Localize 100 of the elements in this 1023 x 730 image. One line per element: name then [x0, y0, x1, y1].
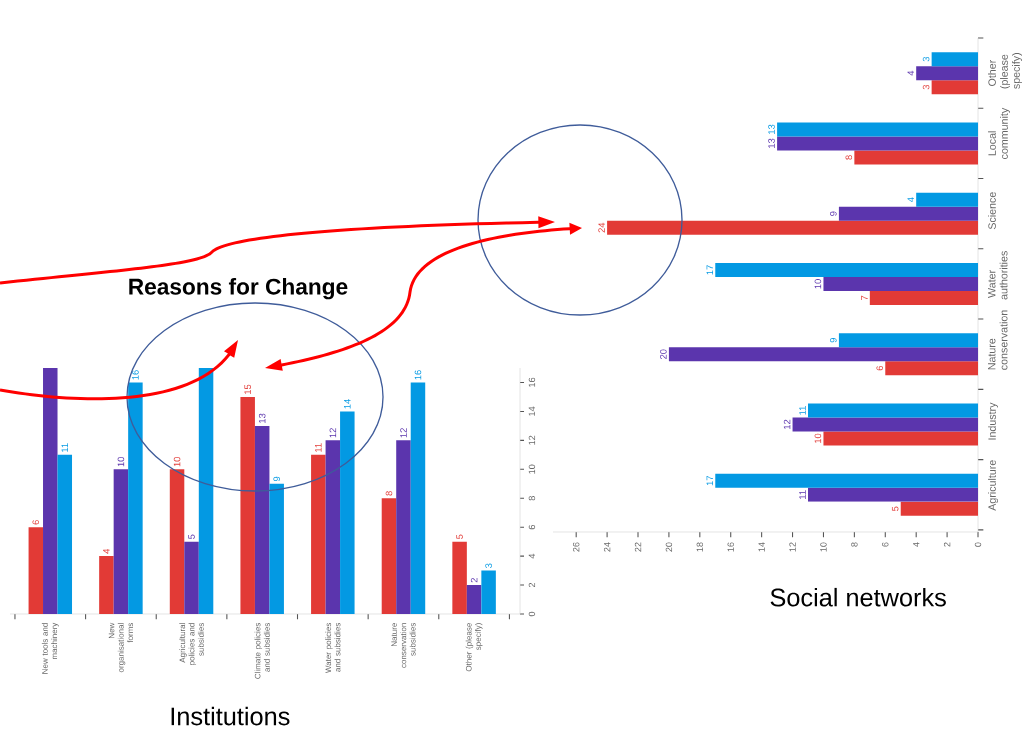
data-label: 17 — [706, 476, 714, 486]
data-label: 10 — [117, 457, 125, 467]
x-tick-label: 12 — [789, 542, 796, 552]
data-label: 13 — [768, 138, 775, 148]
y-tick-label: 12 — [528, 435, 536, 445]
bar — [325, 440, 341, 614]
data-label: 5 — [188, 534, 195, 539]
bar — [715, 473, 978, 488]
x-tick-label: 26 — [572, 542, 580, 552]
x-tick-label: Nature conservation subsidies — [391, 622, 416, 668]
data-label: 9 — [830, 338, 837, 343]
y-tick-label: 16 — [528, 377, 536, 387]
data-label: 10 — [814, 279, 822, 289]
bar — [452, 541, 467, 614]
data-label: 6 — [32, 520, 40, 525]
bar — [43, 368, 58, 614]
data-label: 4 — [907, 197, 914, 203]
bar — [169, 469, 185, 614]
data-label: 10 — [814, 433, 822, 443]
data-label: 16 — [414, 370, 422, 380]
bar — [777, 122, 978, 137]
y-tick-label: Water authorities — [988, 251, 1008, 300]
data-label: 13 — [768, 124, 775, 134]
x-tick-label: New tools and machinery — [41, 622, 59, 674]
bar — [311, 454, 326, 614]
data-label: 20 — [660, 349, 667, 359]
data-label: 3 — [922, 84, 930, 90]
y-tick-label: 2 — [528, 582, 536, 588]
data-label: 12 — [329, 428, 337, 438]
data-label: 7 — [861, 295, 868, 301]
bar — [823, 431, 978, 446]
x-axis-title: Institutions — [171, 706, 290, 726]
bar — [240, 396, 255, 614]
x-tick-label: 20 — [665, 542, 673, 552]
bar — [269, 483, 284, 614]
data-label: 5 — [891, 506, 899, 511]
data-label: 3 — [485, 563, 492, 568]
bar — [916, 192, 978, 207]
data-label: 14 — [344, 399, 351, 409]
bar — [254, 425, 270, 614]
bar — [184, 541, 199, 614]
x-tick-label: 4 — [913, 542, 920, 547]
bar — [99, 556, 114, 614]
y-tick-label: 6 — [528, 525, 536, 530]
y-tick-label: Nature conservation — [988, 310, 1008, 370]
data-label: 11 — [61, 443, 68, 452]
bar — [808, 403, 978, 418]
bar — [28, 527, 44, 614]
bar — [57, 454, 73, 614]
bar — [481, 570, 496, 614]
data-label: 17 — [706, 265, 714, 275]
bar — [340, 411, 355, 614]
bar — [869, 290, 978, 305]
bar — [466, 585, 482, 614]
data-label: 6 — [876, 366, 883, 371]
x-tick-label: 0 — [974, 542, 982, 547]
data-label: 11 — [799, 406, 806, 415]
bar — [823, 276, 978, 291]
x-tick-label: Other (please specify) — [465, 623, 483, 672]
x-tick-label: 8 — [851, 542, 858, 547]
data-label: 8 — [385, 491, 393, 496]
x-tick-label: 14 — [758, 542, 765, 552]
bar — [931, 52, 978, 67]
y-tick-label: 8 — [528, 496, 536, 501]
y-tick-label: 10 — [528, 464, 536, 474]
bar — [808, 487, 978, 502]
bar — [113, 469, 129, 614]
x-tick-label: 18 — [696, 542, 704, 552]
data-label: 4 — [907, 70, 914, 76]
x-tick-label: 24 — [603, 542, 611, 552]
bar — [396, 440, 411, 614]
bar — [900, 501, 978, 516]
x-tick-label: 10 — [820, 542, 827, 552]
bar — [854, 150, 978, 165]
bar — [128, 382, 143, 614]
x-tick-label: 16 — [727, 542, 734, 552]
data-label: 24 — [598, 222, 605, 233]
data-label: 11 — [799, 490, 806, 499]
y-tick-label: 14 — [528, 406, 535, 416]
x-tick-label: 2 — [943, 542, 951, 547]
data-label: 3 — [922, 56, 930, 62]
bar — [885, 361, 978, 376]
data-label: 9 — [273, 476, 280, 482]
x-tick-label: Agricultural policies and subsidies — [179, 622, 204, 665]
data-label: 13 — [258, 413, 266, 423]
data-label: 12 — [400, 428, 407, 438]
y-tick-label: Science — [988, 192, 996, 230]
x-tick-label: Climate policies and subsidies — [254, 623, 270, 679]
y-tick-label: 0 — [528, 611, 536, 617]
bar — [381, 498, 397, 614]
bar — [668, 347, 978, 362]
data-label: 5 — [456, 534, 463, 539]
data-label: 16 — [132, 370, 139, 380]
bar — [838, 206, 978, 221]
chart-title: Reasons for Change — [129, 278, 348, 300]
bar — [931, 80, 978, 95]
x-tick-label: Water policies and subsidies — [325, 622, 341, 674]
bar — [792, 417, 978, 432]
x-tick-label: 22 — [634, 542, 642, 552]
y-tick-label: Industry — [988, 402, 998, 440]
